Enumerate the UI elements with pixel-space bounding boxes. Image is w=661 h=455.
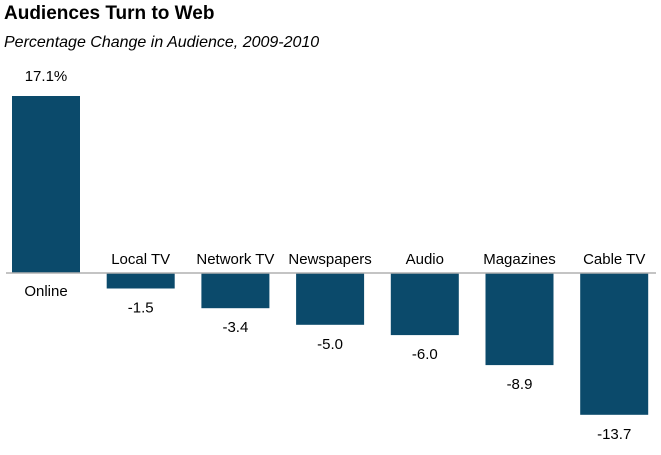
category-label-local-tv: Local TV: [111, 251, 170, 268]
value-label-local-tv: -1.5: [128, 300, 154, 317]
value-label-network-tv: -3.4: [222, 319, 248, 336]
value-label-cable-tv: -13.7: [597, 426, 631, 443]
bars-group: [12, 96, 649, 415]
category-label-newspapers: Newspapers: [288, 251, 371, 268]
category-label-cable-tv: Cable TV: [583, 251, 645, 268]
value-label-audio: -6.0: [412, 346, 438, 363]
chart-title: Audiences Turn to Web: [4, 3, 215, 24]
value-label-online: 17.1%: [25, 68, 68, 85]
category-label-magazines: Magazines: [483, 251, 556, 268]
bar-network-tv: [201, 273, 270, 309]
bar-audio: [390, 273, 459, 336]
value-label-newspapers: -5.0: [317, 336, 343, 353]
category-label-online: Online: [24, 283, 67, 300]
bar-cable-tv: [580, 273, 649, 415]
labels-group: Online 17.1% Local TV -1.5 Network TV -3.4 New…: [24, 68, 645, 443]
bar-magazines: [485, 273, 554, 366]
category-label-network-tv: Network TV: [196, 251, 274, 268]
bar-online: [12, 96, 80, 273]
category-label-audio: Audio: [406, 251, 444, 268]
value-label-magazines: -8.9: [507, 376, 533, 393]
bar-newspapers: [296, 273, 365, 325]
chart-subtitle: Percentage Change in Audience, 2009-2010: [4, 34, 320, 51]
bar-local-tv: [106, 273, 175, 289]
